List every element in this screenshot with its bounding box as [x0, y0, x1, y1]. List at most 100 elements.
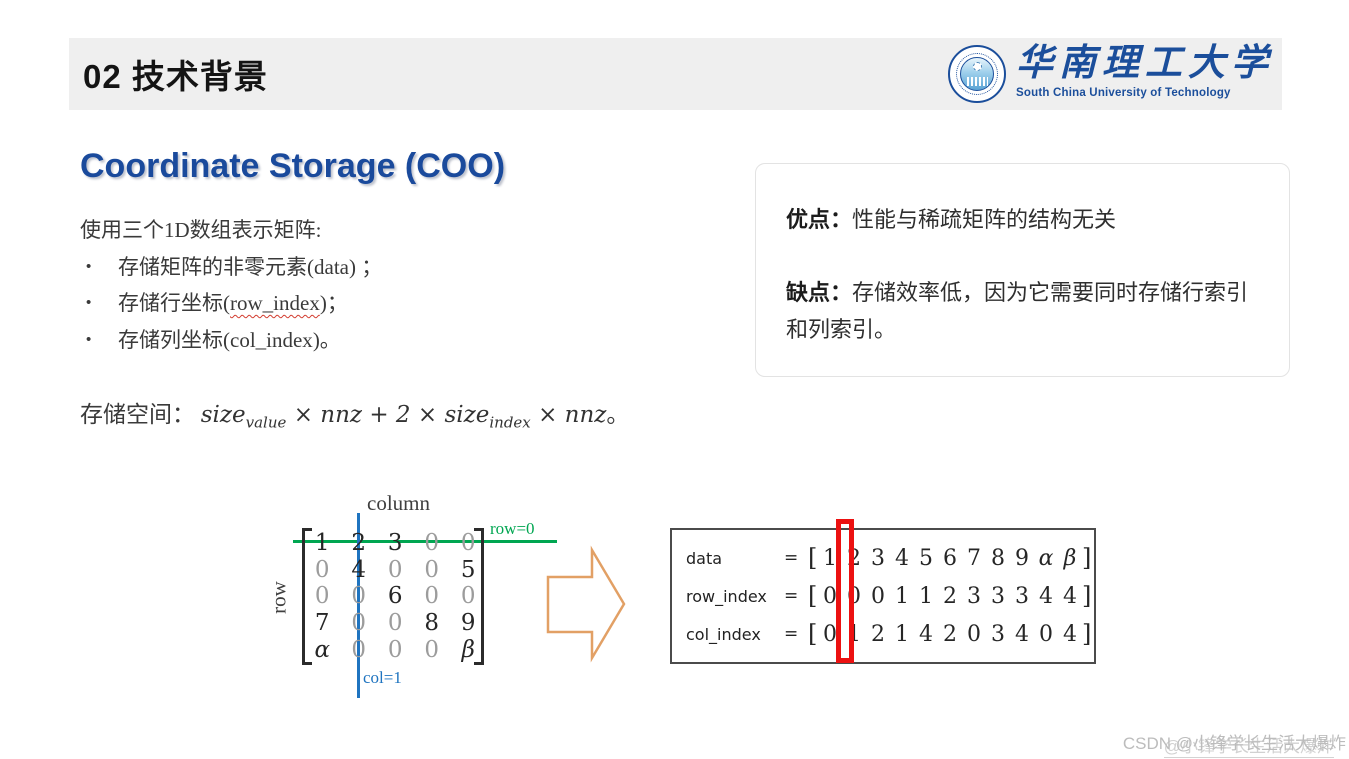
logo-text: 华南理工大学 South China University of Technol…: [1016, 42, 1274, 99]
array-value: 0: [967, 621, 981, 647]
bullet-item-data: • 存储矩阵的非零元素(data) ；: [80, 249, 580, 286]
array-value: 0: [823, 583, 837, 609]
university-seal-icon: [948, 45, 1006, 103]
close-bracket: ]: [1082, 620, 1092, 648]
array-value: 4: [1063, 583, 1077, 609]
matrix-cell: 1: [314, 530, 330, 556]
array-value: 1: [895, 621, 909, 647]
matrix-cell: β: [461, 636, 475, 663]
matrix-cell: 4: [351, 556, 367, 583]
array-value: 1: [823, 545, 837, 571]
col1-label: col=1: [363, 668, 402, 687]
array-value: α: [1038, 545, 1054, 571]
matrix-cell: 0: [424, 530, 440, 556]
array-value: β: [1063, 545, 1077, 571]
array-value: 3: [967, 583, 981, 609]
pros-cons-panel: 优点：性能与稀疏矩阵的结构无关 缺点：存储效率低，因为它需要同时存储行索引和列索…: [755, 163, 1290, 377]
matrix-right-bracket: [474, 528, 484, 665]
university-name-zh: 华南理工大学: [1016, 43, 1274, 84]
seal-gear-icon: [973, 62, 982, 71]
array-label: data: [686, 548, 723, 568]
open-bracket: [: [808, 582, 818, 610]
column-axis-label: column: [367, 491, 430, 515]
array-value: 7: [967, 545, 981, 571]
matrix-cell: 0: [314, 583, 330, 610]
array-value: 3: [991, 621, 1005, 647]
transform-arrow-icon: [546, 545, 626, 663]
coo-arrays-panel: data =[1 2 3 4 5 6 7 8 9 α β] row_index =[0 0 0 1 1 2 3 3 3 4 4…: [670, 528, 1096, 664]
storage-formula: 存储空间： sizevalue × nnz + 2 × sizeindex × …: [80, 395, 629, 432]
matrix-cell: 0: [460, 530, 476, 556]
disadvantage-label: 缺点：: [786, 280, 853, 305]
csdn-watermark: @小锋学长生活大爆炸 CSDN @小锋学长生活大爆炸: [1123, 729, 1346, 758]
open-bracket: [: [808, 620, 818, 648]
description-block: 使用三个1D数组表示矩阵: • 存储矩阵的非零元素(data) ； • 存储行坐…: [80, 212, 580, 358]
array-value: 8: [991, 545, 1005, 571]
array-row-row_index: row_index =[0 0 0 1 1 2 3 3 3 4 4]: [672, 577, 1094, 615]
bullet-item-row-index: • 存储行坐标(row_index)；: [80, 285, 580, 322]
row-axis-label: row: [266, 581, 291, 614]
advantage-text: 性能与稀疏矩阵的结构无关: [852, 207, 1117, 232]
array-value: 4: [919, 621, 933, 647]
page-title: Coordinate Storage (COO): [80, 147, 506, 185]
formula-math: sizevalue × nnz + 2 × sizeindex × nnz: [200, 402, 607, 432]
close-bracket: ]: [1082, 582, 1092, 610]
matrix-cell: 0: [387, 556, 403, 583]
matrix-cell: 0: [351, 610, 367, 637]
array-value: 2: [943, 583, 957, 609]
array-value: 6: [943, 545, 957, 571]
bullet-icon: •: [86, 330, 92, 348]
university-name-en: South China University of Technology: [1016, 87, 1231, 99]
array-value: 3: [871, 545, 885, 571]
formula-period: 。: [606, 402, 630, 427]
matrix-cell: 9: [460, 610, 476, 637]
university-logo: 华南理工大学 South China University of Technol…: [948, 42, 1274, 103]
spellcheck-underline: row_index: [230, 291, 320, 315]
matrix-cell: 8: [424, 610, 440, 637]
array-value: 2: [871, 621, 885, 647]
matrix-cell: 0: [387, 636, 403, 663]
watermark-overlay: @小锋学长生活大爆炸: [1163, 732, 1334, 758]
matrix-cell: α: [314, 636, 331, 663]
array-value: 0: [1039, 621, 1053, 647]
array-value: 2: [943, 621, 957, 647]
open-bracket: [: [808, 544, 818, 572]
matrix-cell: 0: [424, 636, 440, 663]
matrix-cell: 0: [351, 583, 367, 610]
array-value: 3: [991, 583, 1005, 609]
array-value: 1: [895, 583, 909, 609]
bullet-icon: •: [86, 257, 92, 275]
disadvantage-line: 缺点：存储效率低，因为它需要同时存储行索引和列索引。: [786, 274, 1263, 348]
equals-sign: =: [784, 624, 799, 644]
array-value: 4: [1015, 621, 1029, 647]
array-value: 0: [823, 621, 837, 647]
matrix-cell: 0: [387, 610, 403, 637]
array-row-data: data =[1 2 3 4 5 6 7 8 9 α β]: [672, 539, 1094, 577]
section-title: 02 技术背景: [83, 58, 268, 95]
close-bracket: ]: [1082, 544, 1092, 572]
array-value: 5: [919, 545, 933, 571]
seal-building-icon: [967, 77, 988, 86]
array-value: 4: [1039, 583, 1053, 609]
header-bar: 02 技术背景 华南理工大学 South China University of…: [69, 38, 1282, 110]
formula-label: 存储空间：: [80, 402, 201, 427]
matrix-cell: 0: [424, 556, 440, 583]
bullet-text: 存储矩阵的非零元素(data) ；: [118, 254, 383, 279]
array-value: 9: [1015, 545, 1029, 571]
bullet-text: 存储行坐标(row_index)；: [118, 291, 348, 315]
advantage-label: 优点：: [786, 207, 853, 232]
matrix-cell: 6: [387, 583, 403, 610]
seal-ring: [956, 53, 998, 95]
row0-label: row=0: [490, 519, 535, 538]
disadvantage-text: 存储效率低，因为它需要同时存储行索引和列索引。: [786, 280, 1249, 342]
matrix-cell: 3: [387, 530, 403, 556]
advantage-line: 优点：性能与稀疏矩阵的结构无关: [786, 201, 1263, 238]
bullet-item-col-index: • 存储列坐标(col_index)。: [80, 322, 580, 359]
bullet-icon: •: [86, 294, 92, 311]
array-label: row_index: [686, 586, 767, 606]
array-value: 4: [895, 545, 909, 571]
array-value: 3: [1015, 583, 1029, 609]
matrix-cell: 0: [424, 583, 440, 610]
